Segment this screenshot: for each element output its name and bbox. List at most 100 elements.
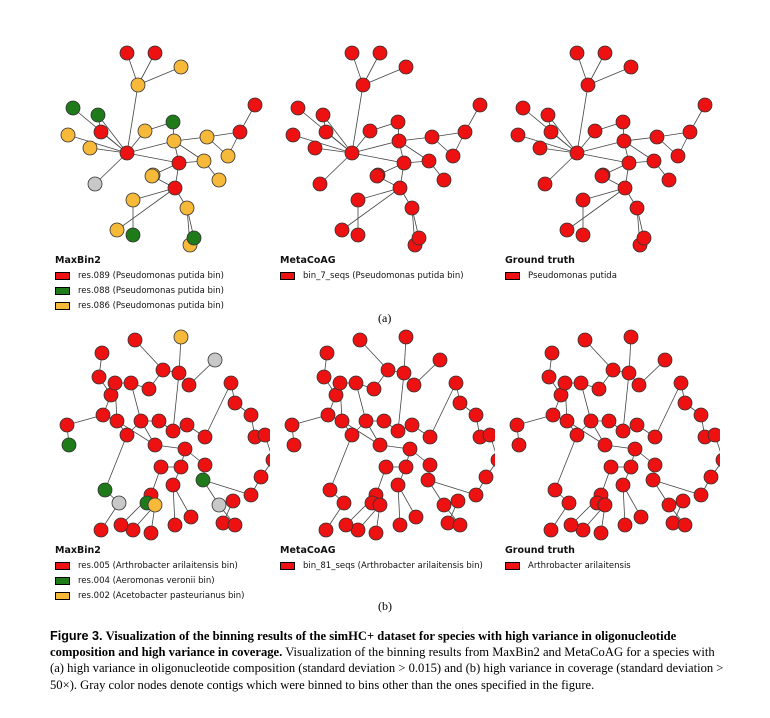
- graph-node: [647, 429, 663, 445]
- graph-node: [119, 45, 135, 61]
- graph-node: [633, 509, 649, 525]
- graph-node: [59, 417, 75, 433]
- graph-node: [93, 124, 109, 140]
- graph-node: [575, 192, 591, 208]
- graph-node: [227, 517, 243, 533]
- graph-node: [575, 227, 591, 243]
- graph-node: [545, 407, 561, 423]
- legend-title: MaxBin2: [55, 545, 101, 556]
- graph-node: [316, 369, 332, 385]
- graph-node: [547, 482, 563, 498]
- graph-edge: [322, 114, 353, 154]
- graph-a-groundtruth: [510, 45, 713, 253]
- graph-edge: [554, 434, 578, 491]
- graph-node: [348, 375, 364, 391]
- graph-node: [225, 493, 241, 509]
- graph-node: [181, 377, 197, 393]
- graph-node: [543, 124, 559, 140]
- legend-label: res.002 (Acetobacter pasteurianus bin): [78, 590, 245, 601]
- graph-edge: [172, 372, 180, 432]
- legend-a-groundtruth: Ground truth Pseudomonas putida: [505, 255, 617, 283]
- legend-item: res.086 (Pseudomonas putida bin): [55, 298, 224, 313]
- graph-edge: [587, 66, 632, 86]
- graph-node: [378, 459, 394, 475]
- graph-node: [127, 332, 143, 348]
- graph-node: [366, 381, 382, 397]
- graph-edge: [341, 420, 381, 446]
- graph-edge: [429, 382, 457, 438]
- legend-label: bin_81_seqs (Arthrobacter arilaitensis b…: [303, 560, 483, 571]
- graph-node: [509, 417, 525, 433]
- graph-node: [119, 145, 135, 161]
- graph-node: [402, 441, 418, 457]
- graph-node: [569, 45, 585, 61]
- graph-edge: [292, 134, 353, 154]
- graph-node: [93, 522, 109, 538]
- graph-node: [543, 522, 559, 538]
- graph-node: [408, 509, 424, 525]
- graph-node: [569, 427, 585, 443]
- graph-node: [537, 176, 553, 192]
- graph-node: [623, 59, 639, 75]
- graph-node: [153, 459, 169, 475]
- graph-node: [623, 459, 639, 475]
- graph-node: [350, 192, 366, 208]
- graph-node: [482, 427, 495, 443]
- graph-edge: [319, 152, 353, 185]
- graph-node: [645, 472, 661, 488]
- graph-node: [144, 168, 160, 184]
- graph-node: [369, 168, 385, 184]
- graph-node: [577, 332, 593, 348]
- graph-node: [510, 127, 526, 143]
- graph-node: [615, 114, 631, 130]
- graph-node: [541, 369, 557, 385]
- graph-node: [621, 155, 637, 171]
- legend-item: Arthrobacter arilaitensis: [505, 558, 631, 573]
- graph-node: [623, 329, 639, 345]
- legend-item: res.089 (Pseudomonas putida bin): [55, 268, 224, 283]
- legend-item: bin_81_seqs (Arthrobacter arilaitensis b…: [280, 558, 483, 573]
- graph-node: [211, 497, 227, 513]
- graph-edge: [517, 134, 578, 154]
- graph-node: [211, 172, 227, 188]
- legend-item: res.004 (Aeromonas veronii bin): [55, 573, 244, 588]
- graph-node: [452, 517, 468, 533]
- graph-node: [390, 423, 406, 439]
- graph-node: [319, 345, 335, 361]
- graph-node: [97, 482, 113, 498]
- graph-node: [647, 457, 663, 473]
- graph-node: [436, 497, 452, 513]
- graph-node: [253, 469, 269, 485]
- legend-item: bin_7_seqs (Pseudomonas putida bin): [280, 268, 464, 283]
- graph-node: [391, 133, 407, 149]
- graph-edge: [97, 114, 128, 154]
- graph-node: [247, 97, 263, 113]
- graph-node: [82, 140, 98, 156]
- graph-node: [141, 381, 157, 397]
- graph-node: [450, 493, 466, 509]
- legend-b-metacoag: MetaCoAG bin_81_seqs (Arthrobacter arila…: [280, 545, 483, 573]
- graph-a-maxbin2: [60, 45, 263, 253]
- legend-title: MetaCoAG: [280, 545, 336, 556]
- graph-node: [265, 453, 270, 467]
- legend-title: Ground truth: [505, 545, 575, 556]
- graph-node: [165, 477, 181, 493]
- graph-node: [380, 362, 396, 378]
- graph-node: [616, 133, 632, 149]
- graph-node: [143, 525, 159, 541]
- graph-node: [91, 369, 107, 385]
- legend-b-groundtruth: Ground truth Arthrobacter arilaitensis: [505, 545, 631, 573]
- graph-node: [677, 517, 693, 533]
- panel-label-b: (b): [378, 599, 392, 613]
- legend-a-maxbin2: MaxBin2 res.089 (Pseudomonas putida bin)…: [55, 255, 224, 313]
- graph-node: [123, 375, 139, 391]
- graph-node: [627, 441, 643, 457]
- legend-item: Pseudomonas putida: [505, 268, 617, 283]
- graph-node: [661, 172, 677, 188]
- graph-node: [334, 413, 350, 429]
- graph-node: [404, 200, 420, 216]
- graph-node: [591, 381, 607, 397]
- graph-edge: [622, 372, 630, 432]
- graph-node: [207, 352, 223, 368]
- graph-node: [436, 172, 452, 188]
